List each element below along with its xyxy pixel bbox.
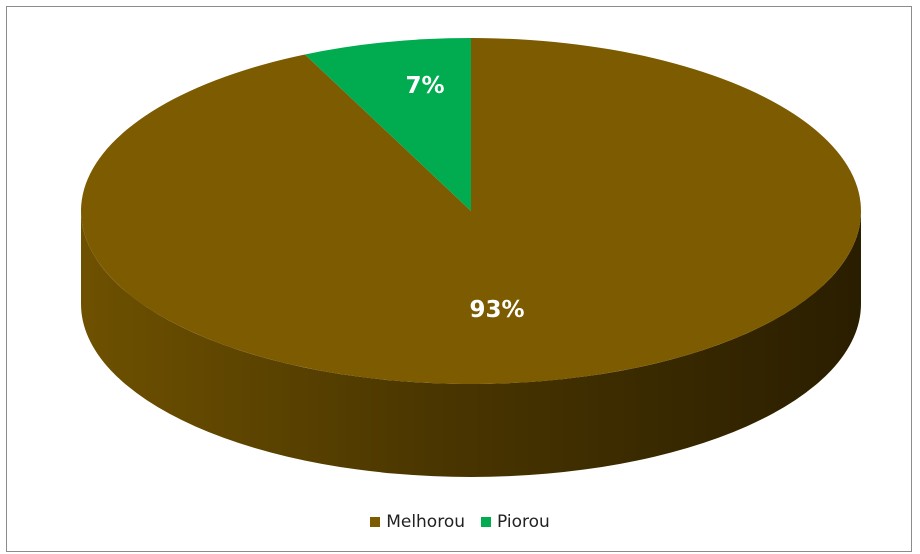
data-label-piorou: 7% [405, 73, 444, 99]
pie-slice-piorou [304, 38, 471, 211]
legend-label-melhorou: Melhorou [386, 512, 466, 532]
chart-legend: Melhorou Piorou [0, 512, 920, 532]
legend-item-piorou: Piorou [481, 512, 550, 532]
data-label-melhorou: 93% [469, 297, 524, 323]
legend-label-piorou: Piorou [497, 512, 550, 532]
legend-swatch-piorou [481, 517, 492, 527]
pie-side-wall [81, 211, 861, 477]
legend-item-melhorou: Melhorou [370, 512, 465, 532]
pie-slice-melhorou [80, 38, 862, 384]
legend-swatch-melhorou [370, 517, 381, 527]
